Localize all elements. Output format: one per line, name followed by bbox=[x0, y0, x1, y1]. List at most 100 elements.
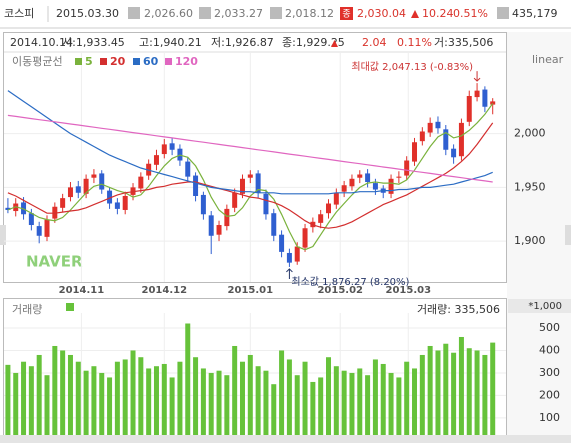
candle-body bbox=[122, 195, 128, 210]
index-name: 코스피 bbox=[4, 7, 34, 20]
candle-body bbox=[28, 213, 34, 226]
volume-bar bbox=[380, 363, 386, 435]
volume-icon bbox=[497, 7, 509, 19]
annotation-arrow bbox=[473, 71, 481, 82]
volume-bar bbox=[263, 370, 269, 435]
candle-body bbox=[114, 202, 120, 209]
info-change-pct: 0.11% bbox=[397, 36, 432, 49]
volume-title: 거래량 bbox=[12, 303, 42, 316]
candle-body bbox=[279, 234, 285, 252]
volume-bar bbox=[185, 323, 191, 435]
scroll-right[interactable] bbox=[565, 225, 571, 245]
candle-body bbox=[216, 225, 222, 235]
open: 2,026.60 bbox=[144, 7, 193, 20]
candle-body bbox=[341, 185, 347, 192]
volume-bar bbox=[52, 345, 58, 435]
candle-body bbox=[255, 173, 261, 193]
scroll-ruler[interactable] bbox=[0, 435, 571, 443]
candle-body bbox=[60, 198, 66, 208]
candle-body bbox=[318, 214, 324, 223]
y-tick-label: 500 bbox=[539, 321, 560, 334]
y-tick-label: 200 bbox=[539, 388, 560, 401]
candle-body bbox=[161, 144, 167, 155]
volume-bar bbox=[279, 350, 285, 435]
volume-bar bbox=[13, 372, 19, 435]
ma-line bbox=[7, 90, 493, 195]
volume-bar bbox=[169, 377, 175, 435]
candle-body bbox=[451, 148, 457, 158]
volume-bar bbox=[388, 372, 394, 435]
up-arrow bbox=[331, 40, 338, 47]
date: 2015.03.30 bbox=[56, 7, 119, 20]
candle-body bbox=[458, 122, 464, 157]
legend-swatch bbox=[133, 58, 140, 65]
volume-bar bbox=[130, 350, 136, 435]
y-tick-label: 300 bbox=[539, 366, 560, 379]
candle-body bbox=[396, 176, 402, 178]
volume-bar bbox=[146, 368, 152, 435]
volume-bar bbox=[75, 361, 81, 435]
scroll-left[interactable] bbox=[0, 225, 6, 245]
volume-bar bbox=[443, 343, 449, 435]
x-tick-label: 2014.11 bbox=[59, 285, 105, 296]
x-tick-label: 2014.12 bbox=[142, 285, 188, 296]
volume-bar bbox=[271, 384, 277, 435]
open-icon bbox=[128, 7, 140, 19]
x-tick-label: 2015.03 bbox=[385, 285, 431, 296]
x-tick-label: 2015.02 bbox=[317, 285, 363, 296]
unit-box bbox=[508, 299, 571, 313]
candle-body bbox=[372, 183, 378, 190]
volume-bar bbox=[310, 381, 316, 435]
y-tick-label: 2,000 bbox=[514, 127, 546, 140]
candle-body bbox=[294, 246, 300, 262]
volume-bar bbox=[200, 368, 206, 435]
candle-body bbox=[36, 226, 42, 236]
candle-body bbox=[107, 190, 113, 204]
volume-bar bbox=[216, 370, 222, 435]
low: 2,018.12 bbox=[285, 7, 334, 20]
candle-body bbox=[169, 143, 175, 150]
candle-body bbox=[185, 161, 191, 177]
info-change: 2.04 bbox=[362, 36, 387, 49]
candle-body bbox=[208, 215, 214, 236]
change: 10.24 bbox=[422, 7, 454, 20]
volume-bar bbox=[435, 350, 441, 435]
legend-swatch bbox=[75, 58, 82, 65]
volume-bar bbox=[177, 361, 183, 435]
candle-body bbox=[263, 193, 269, 215]
legend-swatch bbox=[165, 58, 172, 65]
legend-label: 20 bbox=[110, 55, 126, 68]
volume-bar bbox=[224, 375, 230, 435]
annotation: 최소값 1,876.27 (8.20%) bbox=[291, 276, 409, 288]
candle-body bbox=[404, 160, 410, 176]
candle-body bbox=[482, 89, 488, 107]
volume-bar bbox=[208, 372, 214, 435]
change-pct: 0.51% bbox=[453, 7, 488, 20]
volume-bar bbox=[122, 359, 128, 435]
candle-body bbox=[99, 173, 105, 190]
candle-body bbox=[193, 175, 199, 196]
close-icon bbox=[340, 7, 353, 20]
watermark: NAVER bbox=[26, 253, 83, 271]
unit-label: *1,000 bbox=[528, 301, 562, 312]
volume-bar bbox=[357, 368, 363, 435]
info-volume: 거:335,506 bbox=[434, 36, 493, 49]
volume-bar bbox=[286, 359, 292, 435]
volume-bar bbox=[294, 375, 300, 435]
volume-bar bbox=[138, 357, 144, 435]
volume-bar bbox=[333, 366, 339, 435]
volume-bar bbox=[466, 348, 472, 435]
ma-line bbox=[7, 122, 494, 229]
volume-bar bbox=[232, 345, 238, 435]
annotation-arrow bbox=[286, 268, 293, 279]
candle-body bbox=[474, 90, 480, 98]
volume-bar bbox=[412, 368, 418, 435]
candle-body bbox=[357, 174, 363, 178]
candle-body bbox=[388, 178, 394, 194]
candle-body bbox=[419, 131, 425, 142]
volume-bar bbox=[341, 370, 347, 435]
volume-bar bbox=[161, 363, 167, 435]
candle-body bbox=[435, 121, 441, 129]
candle-body bbox=[224, 208, 230, 227]
